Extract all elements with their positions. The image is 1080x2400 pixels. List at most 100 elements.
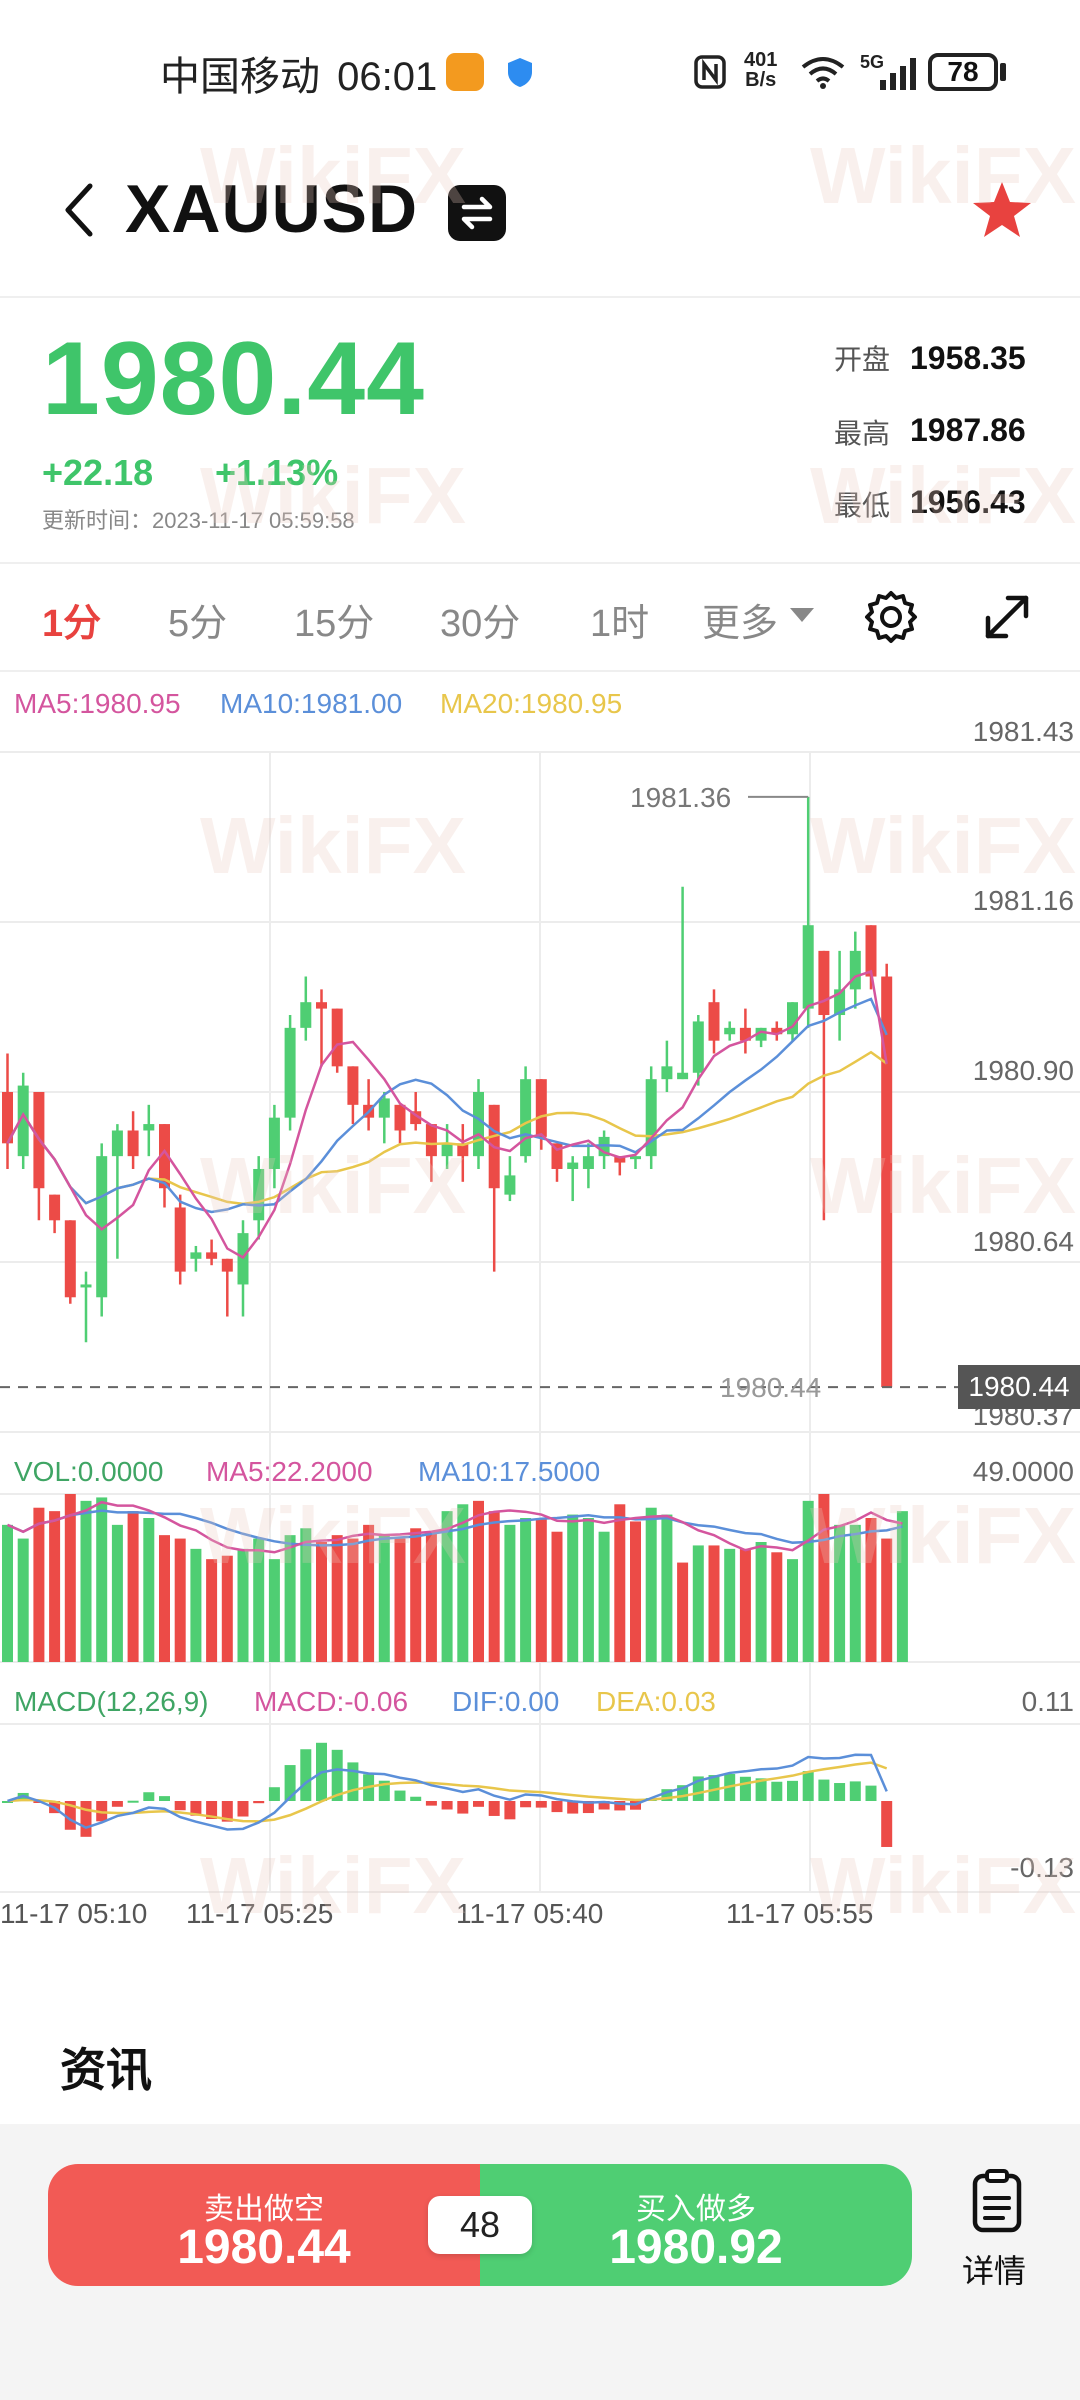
macd-bar	[268, 1787, 280, 1801]
x-tick: 11-17 05:40	[456, 1898, 604, 1929]
macd-bar	[300, 1749, 312, 1801]
volume-bar	[206, 1559, 218, 1662]
candle-body	[49, 1194, 61, 1221]
candle-body	[818, 950, 830, 1016]
legend-dea: DEA:0.03	[596, 1686, 716, 1717]
y-tick: 1980.90	[972, 1055, 1074, 1086]
macd-bar	[64, 1801, 76, 1830]
clipboard-icon[interactable]	[970, 2168, 1024, 2234]
macd-bar	[535, 1801, 547, 1808]
volume-bar	[504, 1524, 516, 1662]
status-carrier-time: 中国移动 06:01	[160, 44, 437, 102]
candle-body	[2, 1092, 13, 1144]
candle-body	[614, 1156, 626, 1163]
candle-body	[221, 1258, 233, 1272]
shield-icon	[508, 58, 532, 87]
buy-long-button[interactable]: 买入做多 1980.92	[480, 2164, 912, 2286]
back-arrow-icon[interactable]	[58, 178, 102, 242]
macd-bar	[174, 1801, 186, 1811]
volume-bar	[535, 1518, 547, 1662]
legend-dif: DIF:0.00	[452, 1686, 560, 1717]
candle-body	[425, 1124, 437, 1157]
sell-short-button[interactable]: 卖出做空 1980.44	[48, 2164, 480, 2286]
tab-15min[interactable]: 15分	[294, 603, 375, 645]
tab-1min[interactable]: 1分	[42, 603, 102, 645]
candle-body	[771, 1027, 783, 1035]
macd-bar	[2, 1801, 13, 1803]
tab-30min[interactable]: 30分	[440, 603, 521, 645]
net-speed: 401 B/s	[744, 49, 778, 91]
candle-body	[347, 1066, 359, 1105]
candle-body	[708, 1002, 720, 1041]
gear-icon[interactable]	[862, 588, 920, 646]
tab-1hour[interactable]: 1时	[590, 603, 650, 645]
volume-bar	[708, 1545, 720, 1662]
volume-bar	[159, 1535, 170, 1662]
macd-bar	[80, 1801, 92, 1837]
detail-label[interactable]: 详情	[962, 2253, 1027, 2289]
volume-bar	[143, 1518, 155, 1662]
fullscreen-icon[interactable]	[978, 588, 1036, 646]
symbol-title: XAUUSD	[125, 171, 419, 247]
macd-bar	[598, 1801, 610, 1810]
kline-chart[interactable]	[0, 740, 1080, 1920]
macd-bar	[488, 1801, 500, 1816]
divider	[0, 296, 1080, 298]
volume-bar	[190, 1548, 202, 1662]
candle-body	[473, 1092, 484, 1157]
volume-bar	[677, 1562, 689, 1662]
network-type: 5G	[860, 52, 885, 72]
volume-bar	[551, 1531, 563, 1662]
price-change: +22.18	[42, 452, 154, 493]
volume-bar	[96, 1497, 108, 1662]
nfc-icon	[694, 55, 726, 89]
candle-body	[111, 1130, 123, 1157]
volume-bar	[802, 1500, 814, 1662]
volume-bar	[567, 1514, 579, 1662]
dropdown-caret-icon	[790, 608, 814, 622]
macd-bar	[111, 1801, 123, 1807]
legend-ma5: MA5:1980.95	[14, 688, 181, 719]
volume-bar	[49, 1511, 61, 1662]
volume-bar	[787, 1559, 798, 1662]
volume-bar	[598, 1531, 610, 1662]
macd-bar	[881, 1801, 893, 1847]
volume-bar	[865, 1518, 877, 1662]
ma10-line	[6, 997, 888, 1214]
macd-bar	[708, 1775, 720, 1801]
volume-bar	[174, 1538, 186, 1662]
favorite-star-icon[interactable]	[970, 178, 1034, 242]
tab-more[interactable]: 更多	[702, 603, 779, 645]
swap-icon[interactable]	[448, 185, 506, 241]
candle-body	[567, 1162, 579, 1169]
candle-body	[159, 1124, 170, 1189]
macd-bar	[237, 1801, 249, 1817]
candle-body	[441, 1143, 453, 1157]
candle-body	[834, 989, 846, 1016]
macd-bar	[425, 1801, 437, 1806]
y-tick: 1980.64	[972, 1226, 1074, 1257]
candle-body	[849, 950, 861, 990]
macd-tick: -0.13	[1010, 1852, 1074, 1883]
candle-body	[739, 1027, 751, 1041]
news-section-title[interactable]: 资讯	[60, 2044, 152, 2096]
volume-bar	[834, 1524, 846, 1662]
volume-bar	[818, 1494, 830, 1662]
volume-bar	[739, 1548, 751, 1662]
tab-5min[interactable]: 5分	[168, 603, 228, 645]
macd-bar	[284, 1765, 296, 1801]
current-price-tag: 1980.44	[958, 1365, 1080, 1409]
candle-body	[284, 1027, 296, 1118]
x-tick: 11-17 05:10	[0, 1898, 148, 1929]
battery-tip	[1000, 63, 1006, 81]
legend-macd-params: MACD(12,26,9)	[14, 1686, 209, 1717]
volume-bar	[724, 1548, 736, 1662]
macd-bar	[582, 1801, 594, 1814]
volume-bar	[614, 1504, 626, 1662]
volume-bar	[331, 1535, 343, 1662]
volume-bar	[127, 1511, 139, 1662]
low-value: 1956.43	[910, 484, 1026, 520]
volume-bar	[582, 1518, 594, 1662]
macd-bar	[159, 1796, 170, 1801]
price-change-percent: +1.13%	[215, 452, 339, 493]
